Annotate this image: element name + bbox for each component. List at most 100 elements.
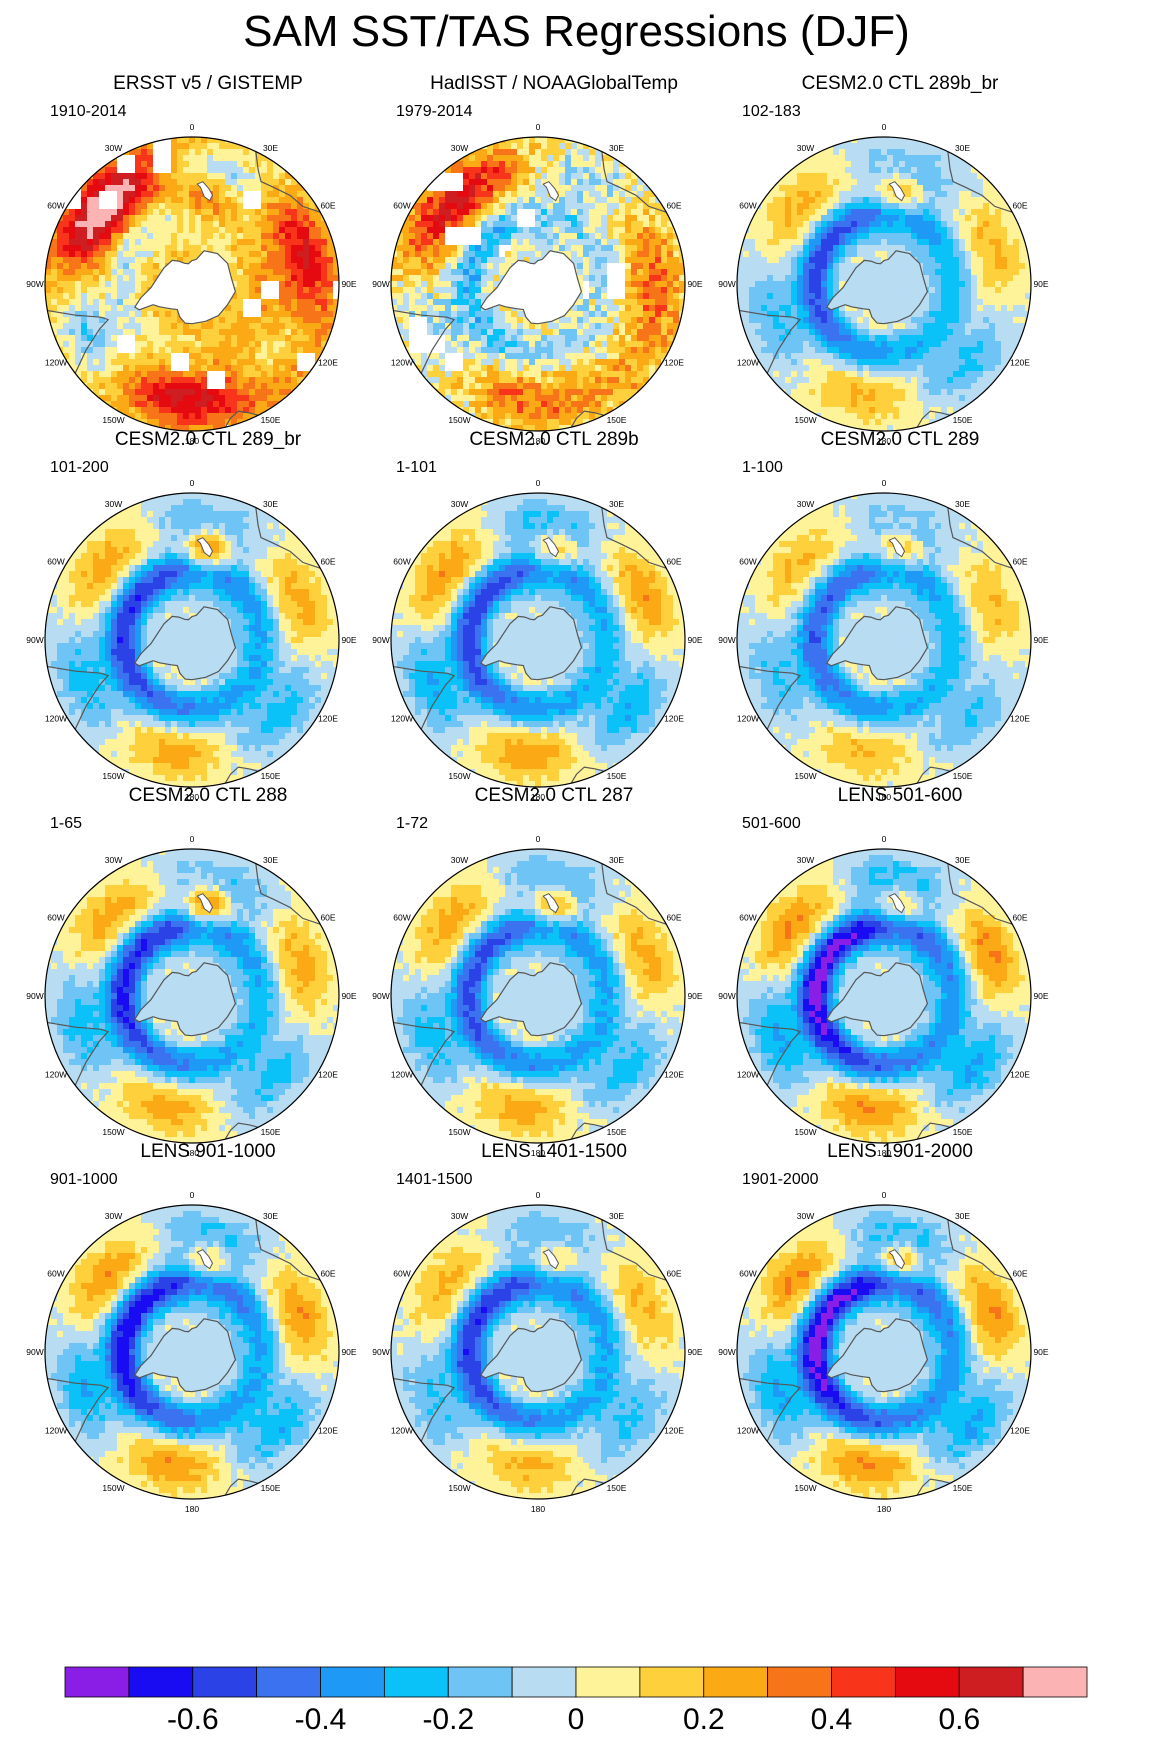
field-cell [619,323,626,330]
field-cell [577,227,584,234]
field-cell [983,209,990,216]
field-cell [517,143,524,150]
field-cell [451,317,458,324]
field-cell [285,353,292,360]
field-cell [445,281,452,288]
field-cell [595,179,602,186]
field-cell [177,251,184,258]
field-cell [469,161,476,168]
field-cell [81,197,88,204]
field-cell [595,389,602,396]
field-cell [51,281,58,288]
field-cell [547,161,554,168]
field-cell [93,389,100,396]
field-cell [433,269,440,276]
field-cell [989,191,996,198]
field-cell [571,401,578,408]
field-cell [165,323,172,330]
field-cell [887,239,894,246]
field-cell [439,305,446,312]
field-cell [445,257,452,264]
field-cell [195,191,202,198]
field-cell [785,257,792,264]
field-cell [601,311,608,318]
field-cell [499,329,506,336]
field-cell [577,347,584,354]
field-cell [631,233,638,240]
field-cell [457,173,464,180]
field-cell [177,155,184,162]
field-cell [541,221,548,228]
field-cell [261,257,268,264]
field-cell [869,149,876,156]
field-cell [87,347,94,354]
field-cell [273,215,280,222]
field-cell [309,209,316,216]
field-cell [935,275,942,282]
field-cell [123,389,130,396]
field-cell [619,341,626,348]
field-cell [755,227,762,234]
field-cell [917,197,924,204]
field-cell [995,203,1002,210]
field-cell [421,365,428,372]
field-cell [499,371,506,378]
field-cell [207,329,214,336]
field-cell [595,281,602,288]
field-cell [529,161,536,168]
field-cell [285,239,292,246]
field-cell [779,269,786,276]
field-cell [845,203,852,210]
regression-field [45,137,339,431]
field-cell [583,227,590,234]
field-cell [117,221,124,228]
field-cell [547,221,554,228]
field-cell [81,185,88,192]
field-cell [415,221,422,228]
field-cell [57,233,64,240]
field-cell [481,359,488,366]
field-cell [929,155,936,162]
field-cell [1025,269,1031,276]
field-cell [249,323,256,330]
field-cell [535,401,542,408]
field-cell [147,149,154,156]
field-cell [87,299,94,306]
field-cell [75,203,82,210]
field-cell [637,203,644,210]
field-cell [941,167,948,174]
field-cell [1019,245,1026,252]
field-cell [577,275,584,282]
field-cell [135,365,142,372]
field-cell [625,185,632,192]
field-cell [827,263,834,270]
field-cell [291,215,298,222]
field-cell [905,179,912,186]
field-cell [457,383,464,390]
field-cell [607,197,614,204]
field-cell [1007,251,1014,258]
field-cell [595,341,602,348]
field-cell [165,341,172,348]
field-cell [517,149,524,156]
field-cell [291,341,298,348]
field-cell [475,263,482,270]
field-cell [637,287,644,294]
field-cell [577,161,584,168]
field-cell [213,221,220,228]
field-cell [327,305,334,312]
field-cell [565,365,572,372]
field-cell [481,401,488,408]
field-cell [821,161,828,168]
field-cell [255,275,262,282]
field-cell [779,221,786,228]
field-cell [225,413,232,420]
field-cell [279,389,286,396]
field-cell [487,257,494,264]
field-cell [285,185,292,192]
field-cell [225,155,232,162]
field-cell [773,209,780,216]
field-cell [791,263,798,270]
field-cell [421,245,428,252]
field-cell [643,299,650,306]
